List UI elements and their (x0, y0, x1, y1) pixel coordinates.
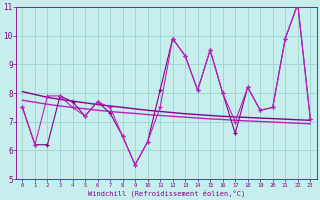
X-axis label: Windchill (Refroidissement éolien,°C): Windchill (Refroidissement éolien,°C) (88, 189, 245, 197)
